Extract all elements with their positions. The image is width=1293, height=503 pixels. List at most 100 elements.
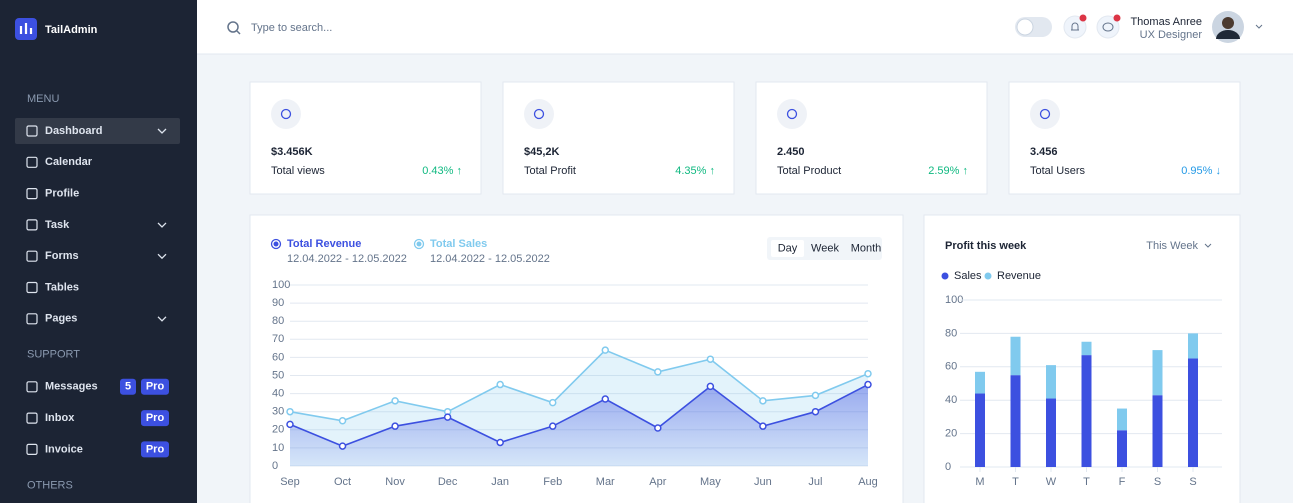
series-point [496,380,504,389]
series-point [286,420,294,429]
series-point [601,346,610,354]
card-icon-glyph [786,108,798,120]
search-input[interactable]: Type to search... [251,22,332,34]
toggle-knob [1016,18,1034,36]
avatar-body [1216,30,1240,39]
card-value: 2.450 [777,146,805,158]
card-value: $45,2K [524,146,560,158]
x-tick-label: T [1083,476,1090,488]
legend-dot [984,272,992,280]
card-value: 3.456 [1030,146,1058,158]
legend-name: Revenue [997,270,1041,282]
badge-text: 5 [125,381,131,393]
y-tick-label: 80 [272,315,284,327]
nav-icon [26,443,38,455]
series-line [289,383,869,447]
series-point [759,397,767,405]
series-point [338,442,347,450]
y-tick-label: 60 [272,351,284,363]
series-line [289,349,869,422]
nav-icon [26,313,38,325]
series-point [338,417,347,425]
user-name: Thomas Anree [1130,16,1202,28]
x-tick-label: S [1154,476,1161,488]
x-tick-label: T [1012,476,1019,488]
period-dropdown[interactable]: This Week [1146,240,1198,252]
dropdown-chevron [1204,243,1212,248]
nav-item[interactable]: Tables [45,281,79,293]
nav-active-bg [15,118,180,144]
bar-segment [1081,341,1092,356]
nav-item[interactable]: Invoice [45,443,83,455]
card-icon-glyph [533,108,545,120]
section-title: OTHERS [27,479,73,491]
nav-item[interactable]: Inbox [45,412,75,424]
nav-chevron[interactable] [157,253,167,260]
bar-segment [1188,358,1198,467]
y-tick-label: 0 [272,460,278,472]
nav-icon [26,125,38,137]
period-button[interactable]: Month [851,242,882,254]
y-tick-label: 60 [945,361,957,373]
period-button[interactable]: Week [811,242,839,254]
series-point [496,438,504,447]
y-tick-label: 90 [272,297,284,309]
card-label: Total Profit [524,165,576,177]
avatar-head [1222,17,1234,29]
series-point [654,368,662,376]
message-button[interactable] [1096,15,1120,39]
series-point [706,355,715,363]
user-chevron[interactable] [1255,24,1263,29]
stat-card [502,81,735,195]
card-change: 0.43% ↑ [422,165,462,177]
series-point [864,369,872,378]
badge [141,378,169,395]
x-tick-label: May [700,476,721,488]
x-tick-label: Feb [543,476,562,488]
period-button[interactable]: Day [778,242,798,254]
card-change: 0.95% ↓ [1181,165,1221,177]
stat-card [249,81,482,195]
period-active [771,240,804,257]
bar-segment [1046,398,1056,467]
nav-item[interactable]: Calendar [45,156,93,168]
badge [120,378,136,395]
y-tick-label: 20 [272,424,284,436]
badge-text: Pro [146,381,165,393]
nav-icon [26,188,38,200]
card-change: 4.35% ↑ [675,165,715,177]
nav-chevron[interactable] [157,222,167,228]
series-point [759,422,767,430]
notification-button[interactable] [1063,15,1087,39]
nav-icon [26,250,38,262]
nav-item[interactable]: Task [45,219,70,231]
y-tick-label: 40 [945,394,957,406]
bar-segment [975,371,985,394]
series-point [706,382,715,391]
series-point [286,407,294,416]
y-tick-label: 100 [945,294,963,306]
series-point [548,422,557,430]
nav-chevron[interactable] [157,128,167,134]
x-tick-label: Jun [754,476,772,488]
legend-date: 12.04.2022 - 12.05.2022 [430,253,550,265]
y-tick-label: 30 [272,406,284,418]
y-tick-label: 10 [272,442,284,454]
nav-item[interactable]: Profile [45,188,79,200]
legend-dot [416,241,422,247]
y-tick-label: 0 [945,461,951,473]
x-tick-label: Dec [438,476,458,488]
search-icon [227,21,239,33]
nav-item[interactable]: Pages [45,313,77,325]
nav-item[interactable]: Messages [45,381,98,393]
logo-text: TailAdmin [45,24,98,36]
legend-name: Sales [954,270,982,282]
nav-item[interactable]: Dashboard [45,125,102,137]
legend-ring [270,238,282,250]
nav-item[interactable]: Forms [45,250,79,262]
bar-segment [1010,336,1021,376]
legend-dot [941,272,949,280]
logo-bars [19,23,33,34]
nav-chevron[interactable] [157,316,167,322]
